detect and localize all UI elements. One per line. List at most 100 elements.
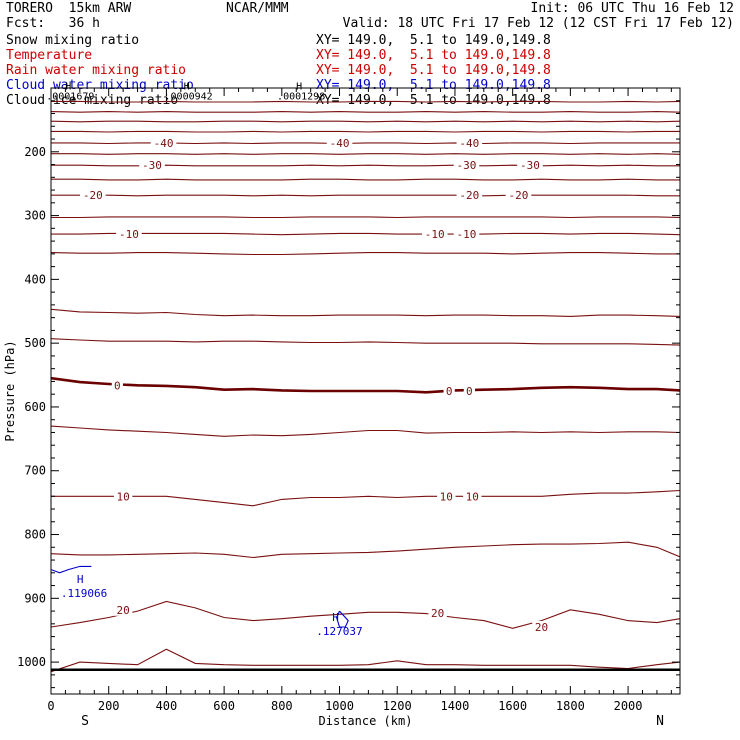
x-tick-label-800: 800 (271, 699, 293, 713)
temp-label-20: 20 (431, 607, 444, 620)
valid-time: Valid: 18 UTC Fri 17 Feb 12 (12 CST Fri … (342, 16, 734, 31)
temp-label-3: -40 (459, 137, 479, 150)
temp-label-bg-13 (111, 379, 123, 392)
end-label-north: N (656, 714, 664, 729)
isotherm-line-t5 (51, 142, 680, 145)
end-label-south: S (81, 714, 89, 729)
max-value-1: .119066 (61, 587, 107, 600)
legend-field-cloud-ice: Cloud ice mixing ratio (6, 93, 179, 108)
x-tick-label-1600: 1600 (498, 699, 527, 713)
temp-label-bg-16 (113, 490, 133, 503)
x-tick-label-2000: 2000 (614, 699, 643, 713)
x-tick-label-400: 400 (156, 699, 178, 713)
temp-label-10: -10 (119, 228, 139, 241)
top-max-value-2: .0000942 (165, 92, 213, 103)
legend-field-cloud-water: Cloud water mixing ratio (6, 78, 194, 93)
isotherm-line-t11 (51, 232, 680, 236)
isotherm-line-t19 (51, 600, 680, 629)
plot-frame (50, 87, 681, 695)
temp-label-6: -30 (520, 159, 540, 172)
top-max-value-1: .0001679 (46, 92, 94, 103)
temp-label-4: -30 (142, 159, 162, 172)
temp-label-bg-17 (437, 490, 456, 503)
top-max-value-3: .0001298 (277, 92, 325, 103)
legend-coords-cloud-ice: XY= 149.0, 5.1 to 149.0,149.8 (316, 93, 551, 108)
legend-coords-snow: XY= 149.0, 5.1 to 149.0,149.8 (316, 33, 551, 48)
temp-label-19: 20 (117, 604, 130, 617)
temp-label-12: -10 (457, 228, 477, 241)
temp-label-bg-19 (113, 603, 133, 616)
temp-label-bg-9 (505, 189, 532, 202)
legend-field-rain: Rain water mixing ratio (6, 63, 187, 78)
cloud-water-contour-2 (336, 610, 349, 628)
temp-label-18: 10 (466, 490, 479, 503)
y-tick-label-200: 200 (24, 145, 46, 159)
y-tick-label-700: 700 (24, 464, 46, 478)
isotherm-line-t2 (51, 111, 680, 113)
x-axis-label: Distance (km) (319, 714, 413, 728)
temp-label-11: -10 (425, 228, 445, 241)
temp-label-bg-1 (150, 136, 177, 149)
legend-coords-rain: XY= 149.0, 5.1 to 149.0,149.8 (316, 63, 551, 78)
top-max-marker-2: H (184, 82, 190, 93)
temp-label-bg-7 (80, 189, 106, 202)
temp-label-bg-14 (443, 385, 455, 397)
temp-label-bg-11 (421, 228, 448, 241)
isotherm-line-t8 (51, 178, 680, 181)
y-tick-label-900: 900 (24, 591, 46, 605)
temp-label-bg-20 (428, 606, 447, 619)
temp-label-15: 0 (466, 385, 473, 398)
isotherm-line-t3 (51, 120, 680, 123)
temp-label-8: -20 (459, 189, 479, 202)
temp-label-bg-18 (463, 490, 482, 503)
forecast-hour: Fcst: 36 h (6, 16, 100, 31)
x-tick-label-1000: 1000 (325, 699, 354, 713)
y-tick-label-400: 400 (24, 272, 46, 286)
temp-label-bg-2 (326, 136, 353, 149)
isotherm-line-t18 (51, 541, 680, 559)
y-axis-label: Pressure (hPa) (3, 340, 17, 441)
top-max-marker-3: H (296, 82, 302, 93)
isotherm-line-t13 (51, 308, 680, 317)
legend-coords-temperature: XY= 149.0, 5.1 to 149.0,149.8 (316, 48, 551, 63)
temp-label-17: 10 (440, 490, 453, 503)
temp-label-bg-6 (517, 159, 543, 172)
top-max-marker-1: H (65, 82, 71, 93)
temp-label-bg-4 (139, 159, 165, 172)
isotherm-line-t17 (51, 489, 680, 507)
cloud-water-contour-1 (51, 565, 92, 574)
x-tick-label-1800: 1800 (556, 699, 585, 713)
isotherm-line-t20 (51, 648, 680, 673)
temp-label-1: -40 (154, 137, 174, 150)
temp-label-7: -20 (83, 189, 103, 202)
x-tick-label-200: 200 (98, 699, 120, 713)
temp-label-bg-15 (463, 385, 475, 397)
max-marker-1: H (77, 573, 84, 586)
isotherm-line-t15 (51, 376, 680, 394)
isotherm-line-t4 (51, 130, 680, 133)
temp-label-2: -40 (330, 137, 350, 150)
max-marker-2: H (332, 611, 339, 624)
isotherm-line-t9 (51, 194, 680, 197)
isotherm-line-t16 (51, 425, 680, 437)
temp-label-9: -20 (508, 189, 528, 202)
legend-field-temperature: Temperature (6, 48, 93, 63)
max-value-2: .127037 (316, 625, 362, 638)
isotherm-line-t12 (51, 252, 680, 256)
x-tick-label-1400: 1400 (440, 699, 469, 713)
y-tick-label-300: 300 (24, 209, 46, 223)
model-title: TORERO 15km ARW (6, 1, 132, 16)
temp-label-16: 10 (117, 490, 130, 503)
temp-label-bg-12 (453, 228, 480, 241)
temp-label-bg-8 (456, 189, 483, 202)
y-tick-label-500: 500 (24, 336, 46, 350)
temp-label-5: -30 (457, 159, 477, 172)
x-tick-label-1200: 1200 (383, 699, 412, 713)
temp-label-bg-5 (453, 159, 480, 172)
isotherm-line-t14 (51, 338, 680, 346)
temp-label-bg-3 (456, 136, 483, 149)
temp-label-bg-21 (532, 621, 551, 634)
temp-label-bg-10 (116, 228, 142, 241)
isotherm-line-t10 (51, 216, 680, 219)
